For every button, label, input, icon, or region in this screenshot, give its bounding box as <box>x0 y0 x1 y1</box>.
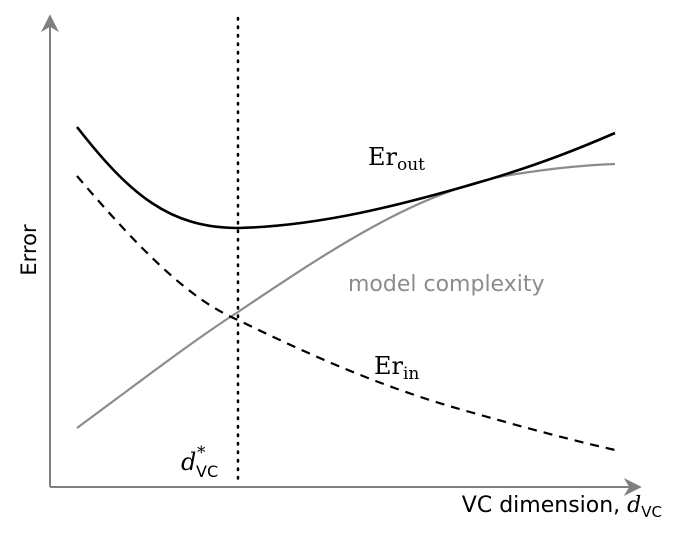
x-axis-label-var: d <box>627 493 641 518</box>
in-sample-error-curve <box>76 175 616 452</box>
x-axis-label: VC dimension, dVC <box>462 493 662 521</box>
optimal-vc-label-sub: VC <box>196 462 218 481</box>
y-axis-label: Error <box>17 224 41 276</box>
out-error-label: Erout <box>368 143 425 175</box>
model-complexity-label: model complexity <box>348 272 545 297</box>
out-error-label-sub: out <box>397 155 425 175</box>
model-complexity-curve <box>76 162 616 429</box>
out-of-sample-error-curve <box>75 126 616 230</box>
optimal-vc-label-sup: * <box>197 443 206 463</box>
optimal-vc-label-var: d <box>181 448 196 476</box>
in-error-label-base: Er <box>374 352 404 380</box>
in-error-label: Erin <box>374 352 419 384</box>
in-error-label-sub: in <box>403 364 419 384</box>
out-error-label-base: Er <box>368 143 398 171</box>
x-axis-label-text: VC dimension, <box>462 493 627 518</box>
x-axis-label-sub: VC <box>641 503 662 521</box>
